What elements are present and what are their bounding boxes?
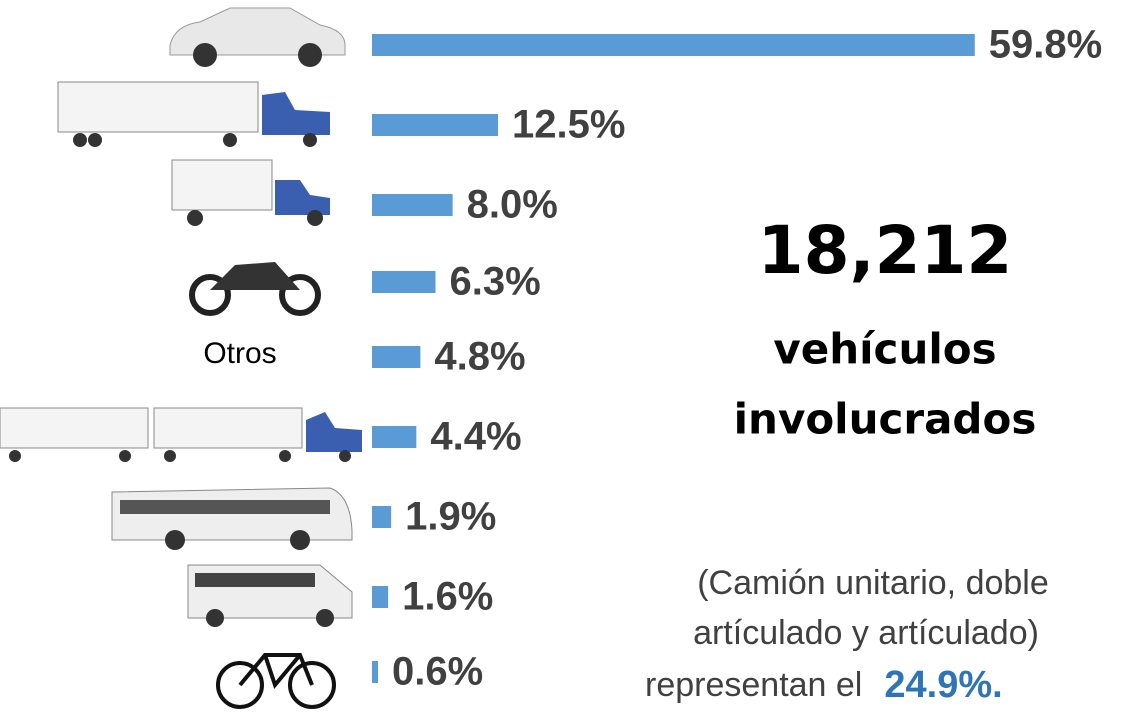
value-label: 12.5%: [512, 103, 625, 147]
semi-truck-icon: [58, 82, 330, 147]
bar: [372, 586, 388, 608]
van-icon: [188, 565, 352, 627]
note: representan el 24.9%.: [645, 664, 1003, 706]
bar: [372, 114, 498, 136]
bar: [372, 506, 391, 528]
value-label: 6.3%: [450, 260, 541, 304]
total-caption: involucrados: [734, 395, 1037, 444]
bar: [372, 426, 416, 448]
value-label: 1.6%: [402, 575, 493, 619]
value-label: 8.0%: [467, 183, 558, 227]
bus-icon: [112, 488, 352, 550]
bicycle-icon: [218, 655, 334, 707]
value-label: 1.9%: [405, 495, 496, 539]
bar: [372, 661, 378, 683]
motorcycle-icon: [192, 262, 318, 313]
total-caption: vehículos: [773, 325, 996, 374]
value-label: 4.4%: [430, 415, 521, 459]
note-value: 24.9%.: [884, 664, 1002, 706]
note: artículado y artículado): [693, 614, 1039, 652]
bar: [372, 34, 975, 56]
value-label: 4.8%: [434, 335, 525, 379]
note: (Camión unitario, doble: [697, 564, 1049, 602]
note-text: representan el: [645, 666, 862, 704]
bar: [372, 271, 436, 293]
total-count: 18,212: [758, 212, 1013, 289]
value-label: 0.6%: [392, 650, 483, 694]
category-label: Otros: [203, 337, 276, 370]
box-truck-icon: [172, 160, 330, 226]
chart: 18,212 vehículos involucrados (Camión un…: [0, 0, 1132, 715]
double-trailer-icon: [0, 408, 362, 462]
bar: [372, 194, 453, 216]
value-label: 59.8%: [989, 23, 1102, 67]
bar: [372, 346, 420, 368]
car-icon: [170, 8, 345, 67]
